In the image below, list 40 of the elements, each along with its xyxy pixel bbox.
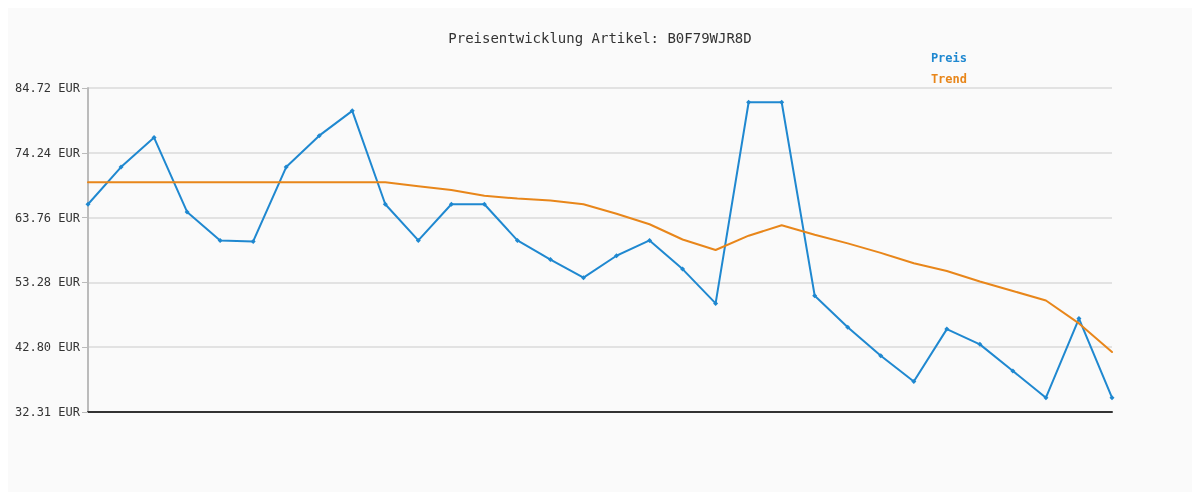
- text: Preis: [930, 51, 967, 65]
- point: [614, 253, 620, 259]
- point: [151, 135, 157, 141]
- point: [481, 201, 487, 207]
- point: [316, 133, 322, 139]
- line-series: [87, 181, 1113, 353]
- point: [1109, 395, 1115, 401]
- point: [1010, 368, 1016, 374]
- point: [845, 324, 851, 330]
- point: [85, 201, 91, 207]
- point: [944, 326, 950, 332]
- point: [547, 257, 553, 263]
- point: [911, 379, 917, 385]
- point: [878, 353, 884, 359]
- point: [680, 266, 686, 272]
- text: Trend: [930, 72, 967, 86]
- chart-title: Preisentwicklung Artikel: B0F79WJR8D: [448, 30, 752, 46]
- point: [746, 99, 752, 105]
- point: [779, 99, 785, 105]
- point: [250, 238, 256, 244]
- y-tick-label: 32.31 EUR: [14, 405, 81, 419]
- point: [514, 237, 520, 243]
- y-tick-label: 74.24 EUR: [14, 145, 81, 160]
- point: [580, 275, 586, 281]
- y-tick-label: 42.80 EUR: [14, 340, 81, 355]
- point: [448, 201, 454, 207]
- y-tick-label: 63.76 EUR: [14, 210, 81, 225]
- point: [184, 209, 190, 215]
- point: [647, 237, 653, 243]
- point: [118, 164, 124, 170]
- y-tick-label: 53.28 EUR: [14, 275, 81, 290]
- point: [283, 164, 289, 170]
- point: [349, 108, 355, 114]
- point: [977, 341, 983, 347]
- y-tick-label: 84.72 EUR: [14, 81, 81, 95]
- point: [1043, 395, 1049, 401]
- point: [812, 293, 818, 299]
- point: [217, 237, 223, 243]
- point: [415, 237, 421, 243]
- point: [382, 201, 388, 207]
